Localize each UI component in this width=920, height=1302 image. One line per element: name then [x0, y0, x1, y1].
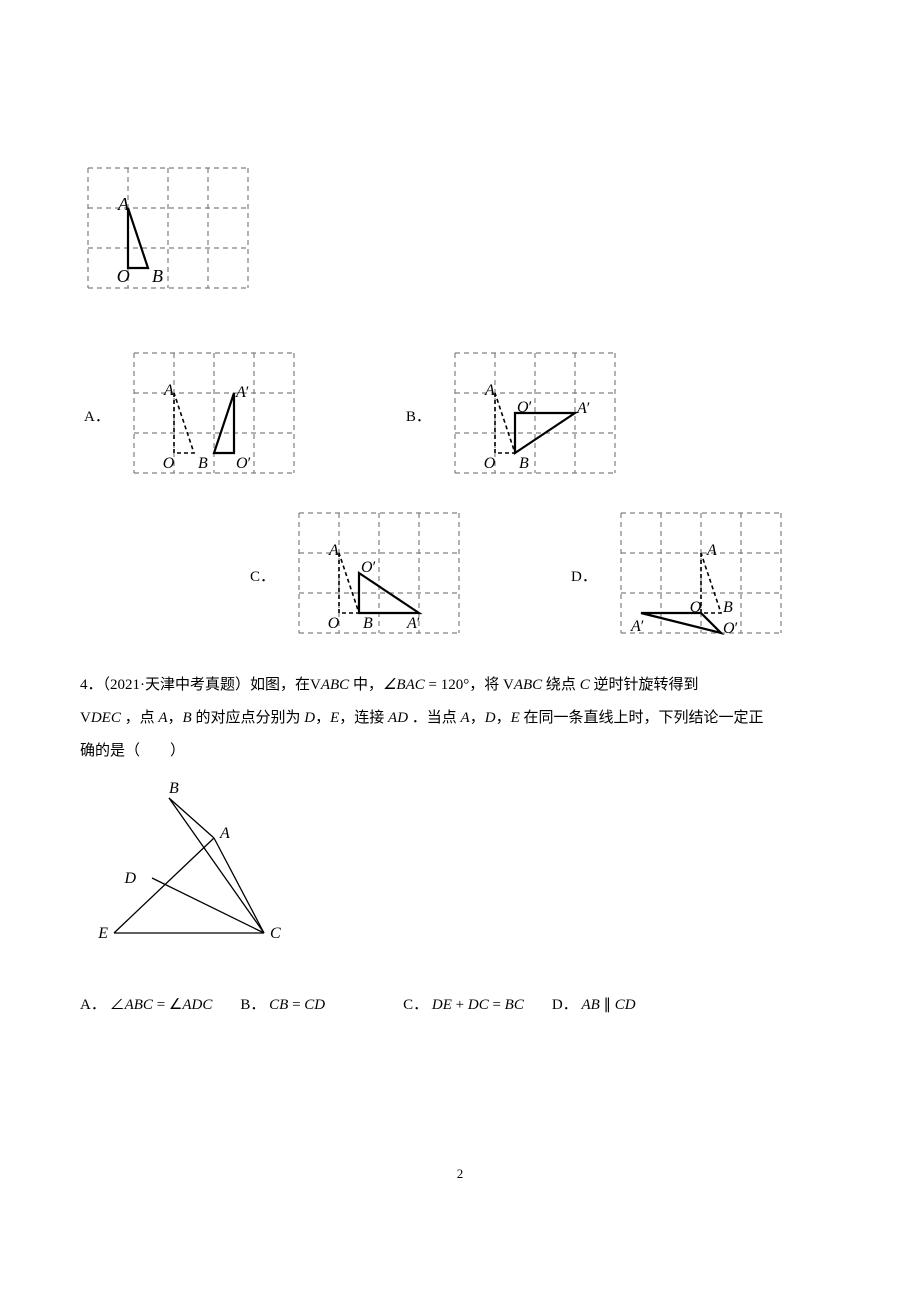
q4-mid8: ， [315, 710, 330, 726]
q4-mid3: 绕点 [542, 677, 580, 693]
option-row-ab: A． A A′ O B O′ B． A O′ A′ O B [80, 345, 840, 485]
q4-option-d: D． AB ∥ CD [552, 993, 636, 1014]
q4-angle: ∠BAC = 120° [383, 677, 469, 693]
svg-text:C: C [270, 925, 281, 942]
page: A O B A． A A′ O B O′ B． A O′ A′ O B C． A O′ O B A′ D． … [0, 0, 920, 1302]
svg-text:B: B [169, 780, 179, 797]
q4-opt-b-label: B． [240, 997, 265, 1013]
q4-mid4: 逆时针旋转得到 [590, 677, 699, 693]
q4-mid1: 中， [349, 677, 383, 693]
svg-text:O′: O′ [361, 559, 376, 576]
q4-tri3: V [80, 710, 91, 726]
svg-text:O′: O′ [723, 620, 738, 637]
option-label-b: B． [406, 405, 431, 426]
svg-text:A′: A′ [235, 384, 249, 401]
q4-options-row: A． ∠ABC = ∠ADC B． CB = CD C． DE + DC = B… [80, 993, 840, 1014]
figure-top: A O B [80, 160, 260, 305]
q4-ad: AD [388, 710, 408, 726]
q4-tri2: V [503, 677, 514, 693]
q4-tri1: V [310, 677, 321, 693]
svg-text:A′: A′ [630, 618, 644, 635]
svg-text:B: B [519, 455, 529, 472]
q4-mid6: ， [168, 710, 183, 726]
q4-line3: 确的是（ ） [80, 743, 185, 759]
svg-text:O: O [328, 615, 340, 632]
q4-ptc: C [580, 677, 590, 693]
svg-text:D: D [123, 870, 136, 887]
q4-pte: E [330, 710, 339, 726]
q4-mid5: ，点 [121, 710, 159, 726]
q4-ptb: B [183, 710, 192, 726]
q4-opt-b-expr: CB = CD [269, 997, 325, 1013]
q4-mid13: 在同一条直线上时，下列结论一定正 [520, 710, 764, 726]
svg-text:A: A [219, 825, 230, 842]
svg-text:A′: A′ [406, 615, 420, 632]
q4-mid7: 的对应点分别为 [192, 710, 305, 726]
q4-ptd2: D [485, 710, 496, 726]
svg-text:B: B [152, 266, 163, 286]
q4-mid10: ．当点 [408, 710, 461, 726]
q4-prefix: 4．（2021·天津中考真题）如图，在 [80, 677, 310, 693]
option-label-d: D． [571, 565, 597, 586]
q4-opt-c-label: C． [403, 997, 428, 1013]
option-label-c: C． [250, 565, 275, 586]
q4-opt-c-expr: DE + DC = BC [432, 997, 524, 1013]
q4-abc: ABC [321, 677, 349, 693]
figure-option-a: A A′ O B O′ [126, 345, 306, 485]
svg-text:O: O [117, 266, 130, 286]
grid-triangle-top: A O B [80, 160, 260, 300]
figure-option-c: A O′ O B A′ [291, 505, 471, 645]
svg-text:A: A [706, 542, 717, 559]
q4-opt-d-label: D． [552, 997, 578, 1013]
q4-mid2: ，将 [469, 677, 503, 693]
q4-pta2: A [461, 710, 470, 726]
q4-mid9: ，连接 [339, 710, 388, 726]
q4-abc2: ABC [514, 677, 542, 693]
option-row-cd: C． A O′ O B A′ D． A O B A′ O′ [80, 505, 840, 645]
svg-text:O: O [690, 599, 702, 616]
svg-text:A′: A′ [576, 400, 590, 417]
svg-text:O′: O′ [236, 455, 251, 472]
q4-option-a: A． ∠ABC = ∠ADC [80, 993, 212, 1014]
svg-text:B: B [363, 615, 373, 632]
svg-text:A: A [117, 194, 130, 214]
q4-option-b: B． CB = CD [240, 993, 325, 1014]
figure-q4: B A D E C [94, 778, 284, 953]
q4-dec: DEC [91, 710, 121, 726]
q4-option-c: C． DE + DC = BC [403, 993, 524, 1014]
q4-pta: A [158, 710, 167, 726]
figure-option-d: A O B A′ O′ [613, 505, 793, 645]
svg-text:A: A [163, 382, 174, 399]
svg-text:A: A [328, 542, 339, 559]
svg-text:O: O [484, 455, 496, 472]
svg-text:B: B [723, 599, 733, 616]
triangle-figure-q4: B A D E C [94, 778, 284, 948]
q4-ptd: D [304, 710, 315, 726]
q4-opt-a-expr: ∠ABC = ∠ADC [110, 997, 213, 1013]
svg-text:O: O [163, 455, 175, 472]
q4-mid11: ， [470, 710, 485, 726]
svg-text:B: B [198, 455, 208, 472]
question-4-text: 4．（2021·天津中考真题）如图，在VABC 中，∠BAC = 120°，将 … [80, 669, 840, 768]
svg-text:O′: O′ [517, 399, 532, 416]
q4-opt-d-expr: AB ∥ CD [581, 997, 635, 1013]
svg-text:E: E [97, 925, 108, 942]
svg-text:A: A [484, 382, 495, 399]
q4-opt-a-label: A． [80, 997, 106, 1013]
figure-option-b: A O′ A′ O B [447, 345, 627, 485]
q4-pte2: E [511, 710, 520, 726]
q4-mid12: ， [496, 710, 511, 726]
page-number: 2 [0, 1166, 920, 1182]
option-label-a: A． [84, 405, 110, 426]
